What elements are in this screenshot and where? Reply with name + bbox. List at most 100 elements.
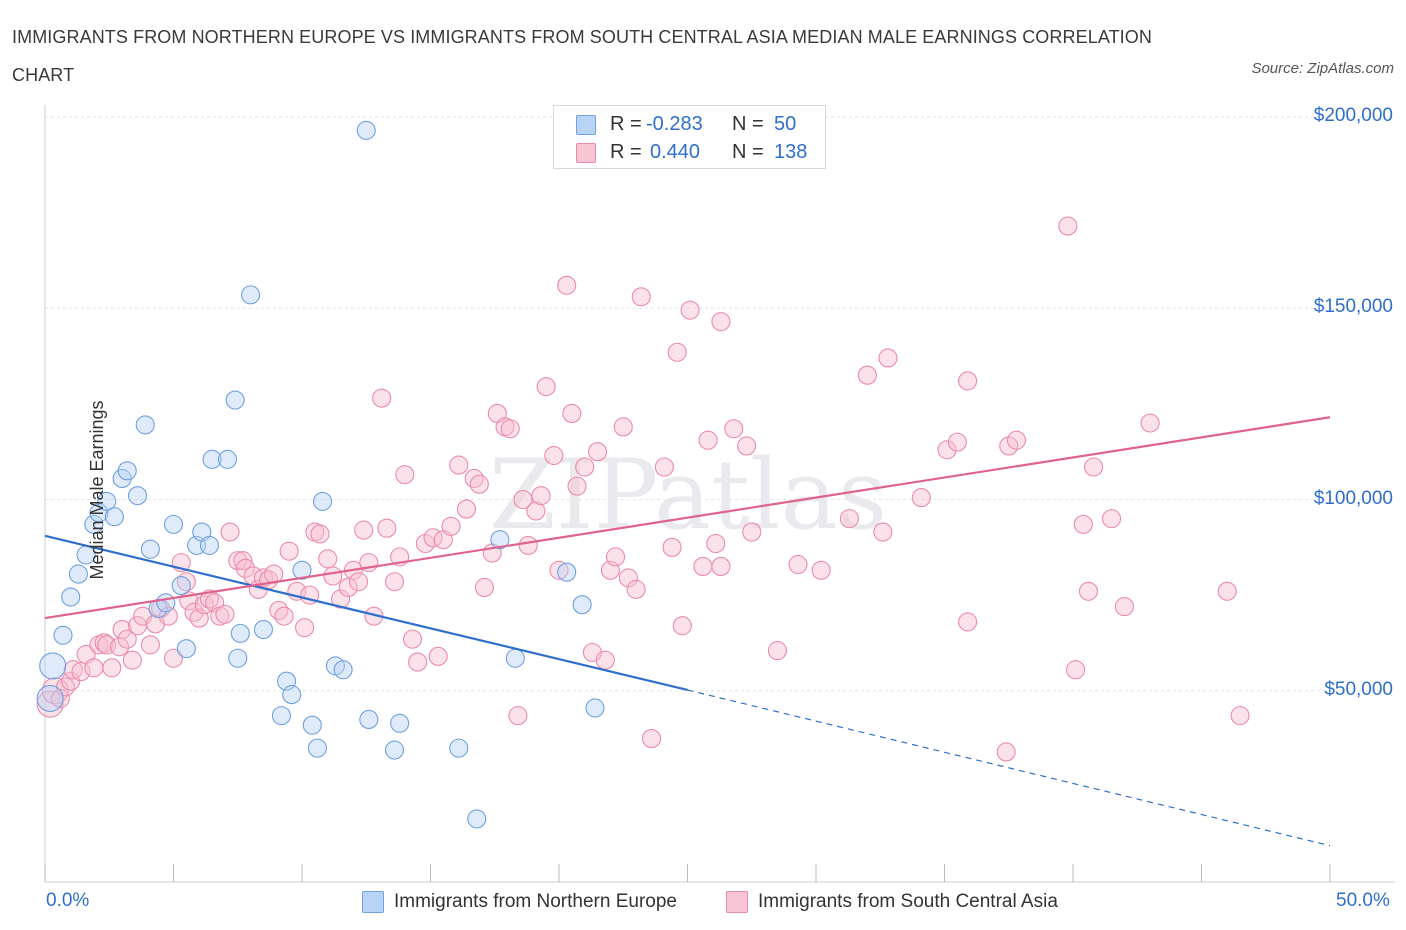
data-point [958, 612, 978, 632]
data-point [117, 461, 137, 481]
trend-line-northern-europe-extension [687, 689, 1331, 847]
data-point [230, 623, 250, 643]
data-point [1140, 413, 1160, 433]
data-point [97, 491, 117, 511]
n-value: 50 [774, 113, 797, 135]
blue-swatch [362, 891, 384, 913]
data-point [384, 740, 405, 760]
data-point [613, 417, 633, 437]
pink-swatch [576, 143, 596, 163]
data-point [156, 593, 176, 613]
data-point [654, 457, 674, 477]
legend-label: Immigrants from Northern Europe [394, 891, 677, 912]
y-tick-label: $100,000 [1313, 487, 1393, 509]
data-point [274, 606, 294, 626]
watermark: ZIPatlas [489, 439, 887, 551]
data-point [53, 625, 73, 645]
data-point [163, 514, 184, 534]
data-point [1073, 514, 1093, 534]
data-point [567, 476, 587, 496]
data-point [402, 629, 423, 649]
data-point [996, 742, 1016, 762]
data-point [549, 560, 569, 580]
data-point [698, 430, 718, 450]
source-note: Source: ZipAtlas.com [1251, 60, 1394, 77]
data-point [215, 604, 235, 624]
data-point [117, 629, 137, 649]
data-point [958, 371, 978, 391]
data-point [631, 287, 651, 307]
series-northern-europe [36, 120, 605, 829]
data-point [50, 688, 70, 708]
data-point [706, 533, 726, 554]
data-point [490, 530, 510, 550]
data-point [464, 468, 484, 489]
data-point [428, 646, 448, 666]
n-value: 138 [774, 141, 808, 163]
data-point [63, 660, 83, 680]
data-point [456, 499, 477, 519]
data-point [441, 516, 461, 536]
data-point [572, 595, 592, 615]
data-point [557, 562, 577, 582]
data-point [292, 560, 312, 580]
data-point [587, 442, 608, 462]
data-point [271, 706, 291, 726]
data-point [724, 419, 744, 439]
data-point [415, 533, 435, 554]
data-point [356, 120, 376, 140]
data-point [788, 554, 808, 575]
data-point [295, 618, 315, 638]
data-point [626, 579, 646, 599]
data-point [1006, 430, 1027, 450]
data-point [302, 715, 322, 735]
data-point [202, 449, 222, 469]
data-point [372, 388, 392, 408]
data-point [526, 501, 546, 521]
y-axis-label: Median Male Earnings [87, 400, 108, 580]
data-point [839, 509, 859, 529]
data-point [220, 522, 240, 542]
r-label: R = [610, 141, 642, 163]
trend-line-northern-europe [44, 534, 688, 692]
data-point [605, 547, 626, 567]
data-point [176, 572, 196, 592]
data-point [999, 436, 1019, 456]
data-point [742, 522, 762, 542]
data-point [467, 809, 487, 829]
data-point [71, 662, 91, 682]
data-point [469, 474, 489, 494]
data-point [711, 312, 731, 332]
data-point [135, 415, 155, 435]
data-point [1102, 509, 1122, 529]
data-point [39, 652, 67, 680]
data-point [873, 522, 893, 542]
data-point [310, 524, 330, 544]
data-point [395, 465, 415, 485]
trend-line-south-central-asia [44, 416, 1331, 620]
data-point [253, 619, 274, 640]
data-point [323, 566, 343, 586]
data-point [199, 589, 220, 609]
data-point [505, 648, 525, 668]
data-point [562, 403, 582, 423]
data-point [474, 577, 495, 598]
data-point [508, 706, 528, 726]
data-point [1066, 660, 1086, 680]
data-point [449, 738, 469, 758]
data-point [225, 390, 245, 410]
data-point [693, 556, 713, 576]
data-point [338, 577, 358, 598]
r-label: R = [610, 113, 642, 135]
data-point [241, 285, 261, 305]
data-point [318, 549, 338, 569]
data-point [102, 658, 122, 678]
data-point [531, 486, 551, 506]
data-point [61, 671, 81, 691]
data-point [184, 602, 204, 622]
data-point [767, 641, 788, 661]
legend-label: Immigrants from South Central Asia [758, 891, 1058, 912]
data-point [140, 539, 160, 559]
axes [44, 105, 1395, 883]
